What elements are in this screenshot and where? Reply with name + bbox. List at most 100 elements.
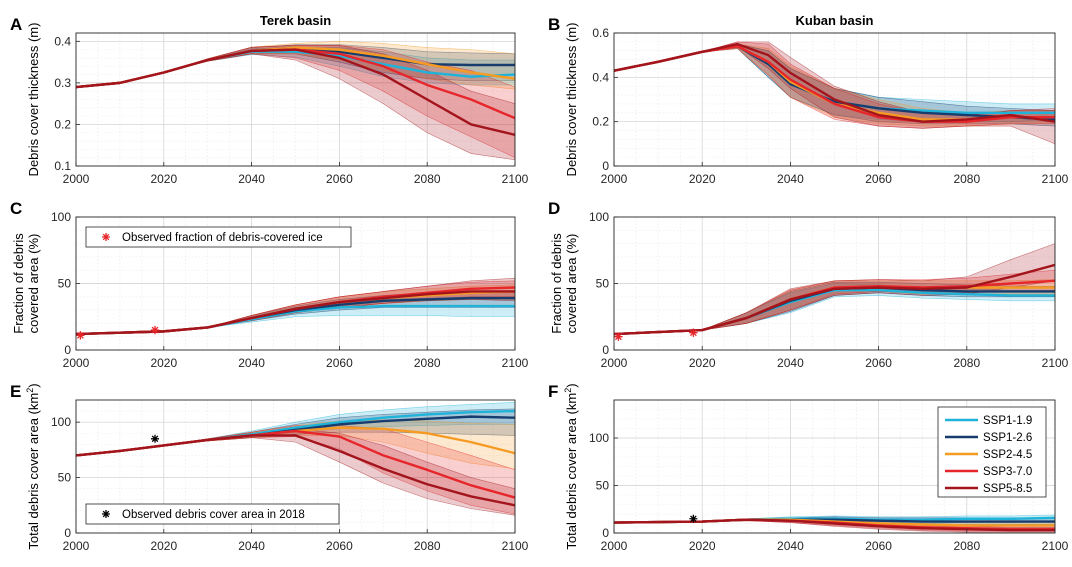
panel-d: 2000 2020 2040 2060 2080 2100 0 50 100 D Fraction …: [548, 199, 1069, 370]
x-tick-label: 2100: [1042, 539, 1069, 553]
x-tick-label: 2040: [238, 356, 265, 370]
x-tick-label: 2080: [414, 356, 441, 370]
line-ssp5-85: [614, 518, 1055, 532]
annotation-box: Observed fraction of debris-covered ice: [85, 226, 352, 248]
y-tick-label: 0: [64, 526, 71, 540]
panel-letter: E: [10, 382, 21, 401]
observed-marker: [689, 514, 698, 523]
observed-marker: [614, 332, 623, 341]
y-axis-label: Total debris cover area (km2): [25, 383, 41, 549]
x-tick-label: 2060: [865, 172, 892, 186]
band-ssp3-70: [614, 41, 1055, 129]
y-tick-label: 0.4: [54, 34, 71, 48]
x-tick-label: 2000: [601, 539, 628, 553]
y-axis-label: covered area (%): [26, 234, 41, 334]
x-tick-label: 2020: [689, 356, 716, 370]
legend-entry: SSP1-1.9: [983, 415, 1032, 427]
x-tick-label: 2060: [865, 539, 892, 553]
y-tick-label: 0.2: [592, 115, 609, 129]
panel-letter: A: [10, 15, 22, 34]
x-tick-label: 2000: [601, 172, 628, 186]
x-tick-label: 2060: [326, 356, 353, 370]
line-ssp5-85: [76, 48, 515, 136]
series-layer: [614, 41, 1055, 145]
annotation-label: Observed debris cover area in 2018: [122, 509, 305, 521]
y-tick-label: 100: [51, 415, 71, 429]
observed-marker: [150, 325, 160, 335]
axes-box: [613, 399, 1056, 534]
x-tick-label: 2100: [502, 172, 529, 186]
panel-c: 2000 2020 2040 2060 2080 2100 0 50 100 C Fraction …: [10, 199, 529, 370]
y-axis-label: Fraction of debris: [549, 233, 564, 334]
y-tick-label: 0.1: [54, 159, 71, 173]
y-tick-label: 100: [589, 210, 609, 224]
axes-box: [75, 399, 516, 534]
panel-letter: D: [548, 199, 560, 218]
observed-marker: [76, 331, 85, 340]
y-tick-label: 100: [51, 210, 71, 224]
y-tick-label: 0: [602, 526, 609, 540]
line-ssp5-85: [614, 42, 1055, 123]
x-tick-label: 2100: [1042, 172, 1069, 186]
y-tick-label: 50: [596, 277, 610, 291]
series-layer: [614, 243, 1055, 336]
x-tick-label: 2040: [777, 172, 804, 186]
x-tick-label: 2080: [953, 539, 980, 553]
y-axis-label: Total debris cover area (km2): [563, 383, 579, 549]
y-tick-label: 0.3: [54, 76, 71, 90]
x-tick-label: 2000: [63, 539, 90, 553]
x-tick-label: 2100: [502, 356, 529, 370]
annotation-box: Observed debris cover area in 2018: [85, 503, 340, 525]
observed-marker: [151, 434, 160, 443]
panel-letter: F: [548, 382, 558, 401]
x-tick-label: 2080: [414, 539, 441, 553]
x-tick-label: 2000: [601, 356, 628, 370]
y-tick-label: 100: [589, 431, 609, 445]
x-tick-label: 2000: [63, 356, 90, 370]
panel-title: Kuban basin: [795, 13, 873, 28]
band-ssp1-26: [614, 281, 1055, 335]
y-tick-label: 50: [596, 479, 610, 493]
y-tick-label: 0: [602, 159, 609, 173]
observed-marker: [689, 328, 698, 337]
y-tick-label: 50: [58, 277, 72, 291]
x-tick-label: 2000: [63, 172, 90, 186]
x-tick-label: 2080: [414, 172, 441, 186]
legend-entry: SSP1-2.6: [983, 432, 1032, 444]
annotation-marker-icon: [102, 233, 110, 241]
band-ssp1-19: [76, 47, 515, 88]
legend-entry: SSP2-4.5: [983, 449, 1032, 461]
panel-title: Terek basin: [260, 13, 331, 28]
x-tick-label: 2100: [502, 539, 529, 553]
panel-letter: B: [548, 15, 560, 34]
x-tick-label: 2040: [777, 356, 804, 370]
annotation-label: Observed fraction of debris-covered ice: [122, 232, 323, 244]
line-ssp5-85: [614, 263, 1055, 336]
line-ssp5-85: [76, 290, 515, 336]
series-layer: [76, 41, 515, 161]
x-tick-label: 2100: [1042, 356, 1069, 370]
legend-entry: SSP3-7.0: [983, 466, 1032, 478]
series-layer: [76, 401, 515, 516]
x-tick-label: 2020: [689, 172, 716, 186]
annotation-frame: [85, 503, 340, 525]
x-tick-label: 2060: [865, 356, 892, 370]
x-tick-label: 2020: [150, 539, 177, 553]
x-tick-label: 2080: [953, 172, 980, 186]
y-axis-label: Fraction of debris: [11, 233, 26, 334]
x-tick-label: 2040: [238, 539, 265, 553]
y-tick-label: 0.2: [54, 117, 71, 131]
series-layer: [76, 277, 515, 336]
x-tick-label: 2060: [326, 172, 353, 186]
legend-frame: [937, 406, 1047, 498]
legend: SSP1-1.9 SSP1-2.6 SSP2-4.5 SSP3-7.0 SSP5-8.5: [937, 406, 1047, 498]
y-axis-label: covered area (%): [564, 234, 579, 334]
series-layer: [614, 514, 1055, 533]
x-tick-label: 2080: [953, 356, 980, 370]
y-tick-label: 0: [602, 343, 609, 357]
x-tick-label: 2020: [150, 172, 177, 186]
annotation-marker-icon: [102, 510, 110, 518]
y-tick-label: 0.4: [592, 70, 609, 84]
